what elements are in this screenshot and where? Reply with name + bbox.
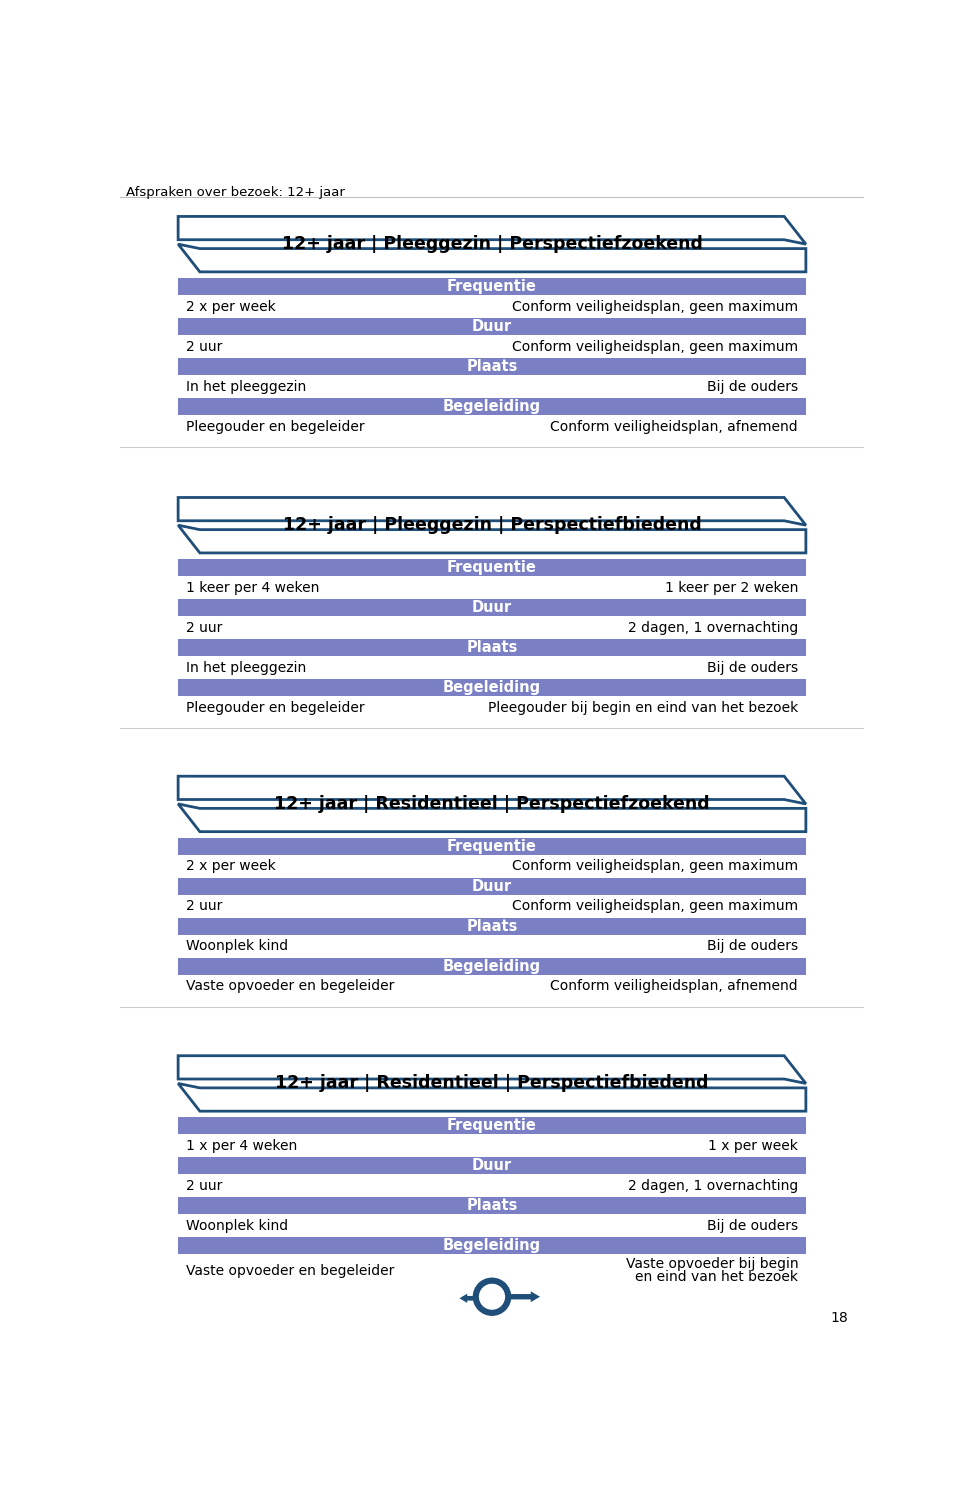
- FancyArrow shape: [508, 1292, 540, 1302]
- FancyBboxPatch shape: [179, 318, 805, 335]
- Text: Duur: Duur: [472, 879, 512, 894]
- Text: Frequentie: Frequentie: [447, 279, 537, 294]
- Text: In het pleeggezin: In het pleeggezin: [186, 661, 306, 674]
- Text: 2 uur: 2 uur: [186, 620, 223, 635]
- FancyBboxPatch shape: [179, 838, 805, 855]
- FancyBboxPatch shape: [179, 278, 805, 294]
- Text: 12+ jaar | Pleeggezin | Perspectiefbiedend: 12+ jaar | Pleeggezin | Perspectiefbiede…: [282, 517, 702, 535]
- Text: 2 uur: 2 uur: [186, 339, 223, 353]
- FancyBboxPatch shape: [179, 877, 805, 895]
- FancyArrow shape: [460, 1293, 476, 1302]
- Text: Conform veiligheidsplan, afnemend: Conform veiligheidsplan, afnemend: [550, 419, 798, 434]
- Text: Vaste opvoeder en begeleider: Vaste opvoeder en begeleider: [186, 979, 395, 993]
- FancyBboxPatch shape: [179, 398, 805, 415]
- FancyBboxPatch shape: [179, 559, 805, 577]
- Text: Woonplek kind: Woonplek kind: [186, 1220, 288, 1233]
- Polygon shape: [179, 216, 805, 245]
- Text: Begeleiding: Begeleiding: [443, 1239, 541, 1254]
- Text: Plaats: Plaats: [467, 640, 517, 655]
- Text: Vaste opvoeder bij begin: Vaste opvoeder bij begin: [626, 1257, 798, 1271]
- Text: Bij de ouders: Bij de ouders: [707, 1220, 798, 1233]
- Polygon shape: [179, 526, 805, 553]
- Text: en eind van het bezoek: en eind van het bezoek: [636, 1271, 798, 1284]
- Text: Begeleiding: Begeleiding: [443, 958, 541, 973]
- Polygon shape: [179, 245, 805, 272]
- Text: 2 dagen, 1 overnachting: 2 dagen, 1 overnachting: [628, 620, 798, 635]
- Text: Bij de ouders: Bij de ouders: [707, 661, 798, 674]
- Text: Duur: Duur: [472, 318, 512, 333]
- Text: Conform veiligheidsplan, afnemend: Conform veiligheidsplan, afnemend: [550, 979, 798, 993]
- Text: 1 keer per 4 weken: 1 keer per 4 weken: [186, 581, 320, 595]
- Text: Begeleiding: Begeleiding: [443, 680, 541, 695]
- Text: Frequentie: Frequentie: [447, 838, 537, 853]
- Text: Duur: Duur: [472, 601, 512, 616]
- Text: Pleegouder en begeleider: Pleegouder en begeleider: [186, 419, 365, 434]
- Text: Plaats: Plaats: [467, 359, 517, 374]
- Text: Conform veiligheidsplan, geen maximum: Conform veiligheidsplan, geen maximum: [512, 859, 798, 873]
- Text: Pleegouder en begeleider: Pleegouder en begeleider: [186, 701, 365, 715]
- Text: 1 keer per 2 weken: 1 keer per 2 weken: [664, 581, 798, 595]
- Text: 1 x per 4 weken: 1 x per 4 weken: [186, 1139, 298, 1154]
- Polygon shape: [179, 497, 805, 526]
- Text: Woonplek kind: Woonplek kind: [186, 939, 288, 954]
- Text: Pleegouder bij begin en eind van het bezoek: Pleegouder bij begin en eind van het bez…: [488, 701, 798, 715]
- Text: Conform veiligheidsplan, geen maximum: Conform veiligheidsplan, geen maximum: [512, 900, 798, 913]
- Text: Frequentie: Frequentie: [447, 1119, 537, 1134]
- Text: Conform veiligheidsplan, geen maximum: Conform veiligheidsplan, geen maximum: [512, 299, 798, 314]
- Text: 12+ jaar | Residentieel | Perspectiefzoekend: 12+ jaar | Residentieel | Perspectiefzoe…: [275, 795, 709, 813]
- Polygon shape: [179, 777, 805, 804]
- Text: Begeleiding: Begeleiding: [443, 400, 541, 415]
- FancyBboxPatch shape: [179, 918, 805, 934]
- Text: 2 dagen, 1 overnachting: 2 dagen, 1 overnachting: [628, 1179, 798, 1193]
- Text: 12+ jaar | Residentieel | Perspectiefbiedend: 12+ jaar | Residentieel | Perspectiefbie…: [276, 1074, 708, 1092]
- Text: In het pleeggezin: In het pleeggezin: [186, 380, 306, 394]
- FancyBboxPatch shape: [179, 1197, 805, 1214]
- FancyBboxPatch shape: [179, 1238, 805, 1254]
- Text: Duur: Duur: [472, 1158, 512, 1173]
- FancyBboxPatch shape: [179, 1117, 805, 1134]
- Text: 1 x per week: 1 x per week: [708, 1139, 798, 1154]
- Text: 2 x per week: 2 x per week: [186, 859, 276, 873]
- Text: Vaste opvoeder en begeleider: Vaste opvoeder en begeleider: [186, 1263, 395, 1278]
- Polygon shape: [179, 1083, 805, 1111]
- Text: Frequentie: Frequentie: [447, 560, 537, 575]
- Text: Bij de ouders: Bij de ouders: [707, 939, 798, 954]
- Circle shape: [480, 1284, 504, 1310]
- Text: Bij de ouders: Bij de ouders: [707, 380, 798, 394]
- FancyBboxPatch shape: [179, 679, 805, 695]
- Text: 2 uur: 2 uur: [186, 1179, 223, 1193]
- Text: Plaats: Plaats: [467, 919, 517, 934]
- Circle shape: [473, 1278, 511, 1316]
- FancyBboxPatch shape: [179, 1158, 805, 1175]
- FancyBboxPatch shape: [179, 357, 805, 376]
- Text: 2 x per week: 2 x per week: [186, 299, 276, 314]
- Text: 2 uur: 2 uur: [186, 900, 223, 913]
- Text: 18: 18: [830, 1311, 849, 1325]
- Text: Plaats: Plaats: [467, 1199, 517, 1214]
- Text: Afspraken over bezoek: 12+ jaar: Afspraken over bezoek: 12+ jaar: [126, 186, 345, 200]
- Polygon shape: [179, 1056, 805, 1083]
- FancyBboxPatch shape: [179, 640, 805, 656]
- Polygon shape: [179, 804, 805, 832]
- Text: 12+ jaar | Pleeggezin | Perspectiefzoekend: 12+ jaar | Pleeggezin | Perspectiefzoeke…: [281, 236, 703, 254]
- Text: Conform veiligheidsplan, geen maximum: Conform veiligheidsplan, geen maximum: [512, 339, 798, 353]
- FancyBboxPatch shape: [179, 958, 805, 975]
- FancyBboxPatch shape: [179, 599, 805, 616]
